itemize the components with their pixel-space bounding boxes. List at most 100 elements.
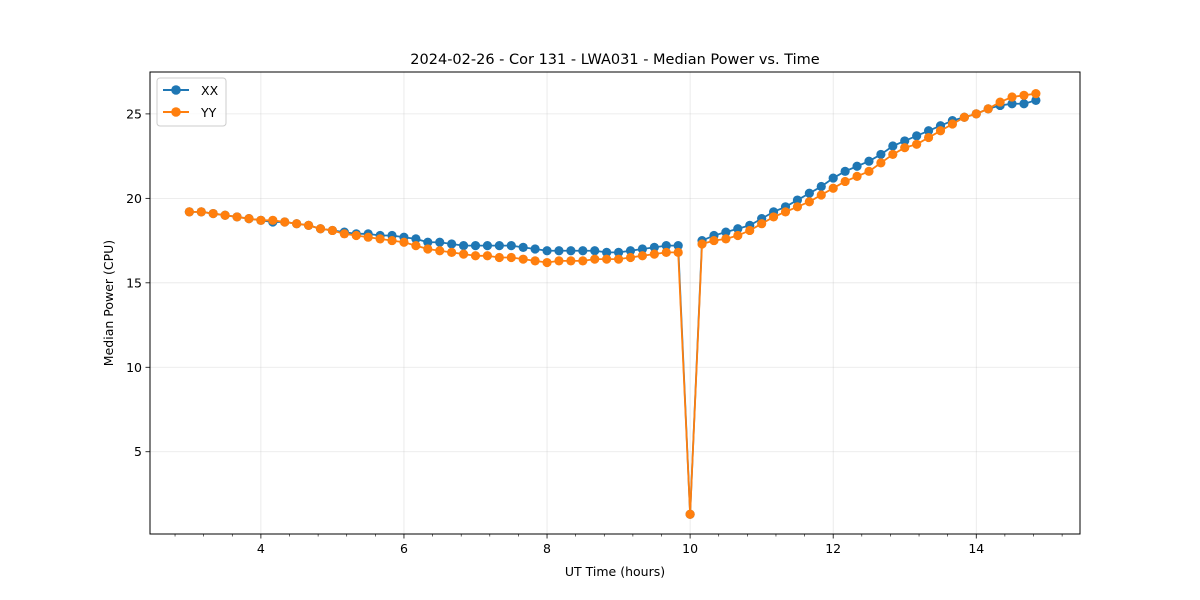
data-point-xx [566, 246, 576, 256]
data-point-xx [518, 242, 528, 252]
x-tick-label: 14 [968, 541, 984, 556]
data-point-yy [327, 225, 338, 236]
data-point-xx [1007, 99, 1017, 109]
data-point-yy [196, 207, 206, 217]
data-point-yy [745, 225, 755, 236]
y-axis-label: Median Power (CPU) [101, 240, 116, 366]
plot-area-frame [149, 71, 1081, 535]
data-point-yy [208, 208, 218, 219]
data-point-yy [673, 247, 683, 258]
data-point-yy [864, 166, 874, 176]
data-point-yy [792, 202, 803, 212]
x-tick-label: 6 [400, 541, 408, 556]
data-point-yy [768, 212, 779, 222]
data-point-yy [458, 249, 469, 259]
data-point-yy [900, 143, 910, 153]
data-point-xx [458, 241, 469, 251]
data-point-yy [494, 252, 504, 263]
data-point-yy [876, 158, 886, 168]
data-point-xx [828, 173, 838, 183]
legend-marker-yy [171, 107, 181, 117]
data-point-yy [828, 183, 838, 193]
data-point-yy [816, 190, 826, 200]
data-point-yy [1019, 90, 1029, 100]
data-point-yy [1007, 92, 1017, 102]
data-point-xx [542, 246, 552, 256]
data-point-yy [649, 249, 659, 259]
data-point-yy [888, 149, 898, 160]
data-point-xx [625, 246, 636, 256]
data-point-xx [864, 156, 874, 166]
data-point-yy [244, 214, 254, 224]
data-point-xx [816, 181, 826, 192]
chart-title: 2024-02-26 - Cor 131 - LWA031 - Median P… [410, 52, 819, 68]
data-point-yy [721, 234, 731, 244]
data-point-yy [566, 256, 576, 266]
data-point-xx [578, 246, 588, 256]
data-point-xx [792, 195, 803, 205]
x-tick-label: 8 [543, 541, 551, 556]
data-point-yy [912, 139, 922, 149]
legend-label-xx: XX [201, 83, 219, 98]
data-point-xx [590, 246, 600, 256]
data-point-yy [613, 254, 624, 264]
data-point-yy [602, 254, 612, 264]
legend-marker-xx [171, 85, 181, 95]
data-point-yy [959, 112, 969, 122]
data-point-yy [590, 254, 600, 264]
data-point-yy [1031, 89, 1041, 99]
data-point-xx [613, 247, 624, 258]
legend-label-yy: YY [200, 105, 217, 120]
data-point-yy [923, 132, 934, 143]
data-point-xx [637, 244, 648, 254]
data-point-xx [888, 141, 898, 151]
data-point-xx [661, 241, 671, 251]
data-point-yy [852, 171, 862, 181]
data-point-xx [530, 244, 540, 254]
x-tick-label: 4 [257, 541, 265, 556]
data-point-xx [423, 237, 433, 247]
data-point-yy [578, 256, 588, 266]
data-point-yy [447, 247, 457, 258]
data-point-xx [1019, 99, 1029, 109]
series-yy [184, 89, 1041, 519]
data-point-yy [268, 215, 278, 225]
data-point-yy [661, 247, 671, 258]
grid [150, 72, 1080, 534]
data-point-yy [506, 252, 516, 263]
data-point-yy [685, 509, 695, 519]
data-point-yy [697, 239, 707, 249]
data-point-xx [554, 246, 564, 256]
data-point-yy [625, 252, 636, 263]
data-point-yy [947, 119, 958, 129]
data-point-yy [971, 109, 981, 119]
data-point-yy [351, 230, 361, 241]
x-axis-label: UT Time (hours) [565, 564, 665, 579]
data-point-yy [363, 232, 373, 242]
data-point-yy [303, 220, 314, 230]
y-tick-label: 10 [126, 360, 142, 375]
data-point-xx [673, 241, 683, 251]
data-point-yy [482, 251, 493, 261]
data-point-xx [1031, 95, 1041, 105]
data-point-yy [983, 104, 993, 114]
data-point-yy [184, 207, 194, 217]
data-point-yy [220, 210, 230, 220]
data-point-xx [447, 239, 457, 249]
data-point-yy [315, 224, 326, 234]
data-point-yy [757, 219, 767, 229]
data-point-xx [602, 247, 612, 258]
data-point-yy [935, 126, 946, 136]
data-point-xx [494, 241, 504, 251]
data-point-yy [780, 207, 791, 217]
data-point-xx [721, 227, 731, 237]
data-point-xx [852, 161, 862, 171]
axis-ticks: 4 6 8 10 12 14 5 10 15 20 25 [126, 106, 1063, 556]
data-point-xx [470, 241, 481, 251]
data-point-xx [649, 242, 659, 252]
data-point-yy [232, 212, 242, 222]
legend: XX YY [156, 77, 227, 127]
y-tick-label: 15 [126, 275, 142, 290]
data-point-yy [518, 254, 528, 264]
